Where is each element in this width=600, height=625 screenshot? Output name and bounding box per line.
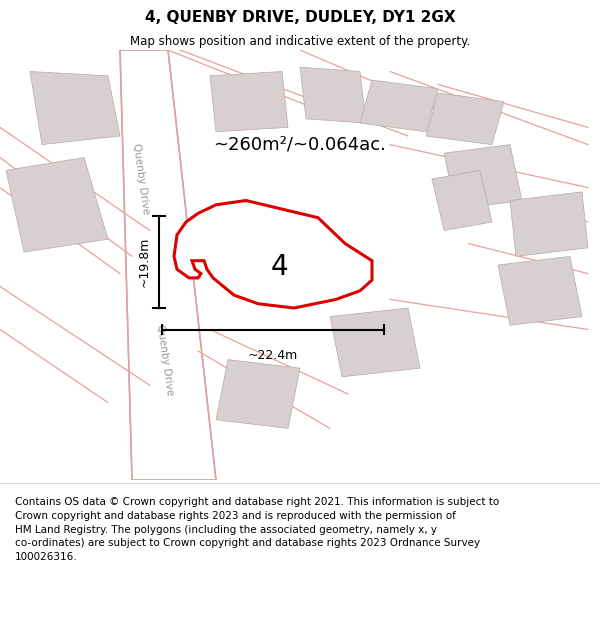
Polygon shape (300, 68, 366, 123)
Text: Map shows position and indicative extent of the property.: Map shows position and indicative extent… (130, 35, 470, 48)
Polygon shape (360, 80, 438, 132)
Text: Quenby Drive: Quenby Drive (131, 142, 151, 215)
Polygon shape (174, 201, 372, 308)
Polygon shape (510, 192, 588, 256)
Polygon shape (432, 171, 492, 231)
Polygon shape (216, 359, 300, 428)
Polygon shape (30, 71, 120, 144)
Polygon shape (210, 71, 288, 132)
Text: ~19.8m: ~19.8m (137, 237, 151, 287)
Text: 4, QUENBY DRIVE, DUDLEY, DY1 2GX: 4, QUENBY DRIVE, DUDLEY, DY1 2GX (145, 10, 455, 25)
Text: 4: 4 (270, 253, 288, 281)
Text: Quenby Drive: Quenby Drive (155, 323, 175, 396)
Text: Contains OS data © Crown copyright and database right 2021. This information is : Contains OS data © Crown copyright and d… (15, 498, 499, 562)
Polygon shape (120, 50, 216, 480)
Text: ~260m²/~0.064ac.: ~260m²/~0.064ac. (214, 136, 386, 154)
Polygon shape (426, 93, 504, 144)
Polygon shape (6, 158, 108, 252)
Polygon shape (444, 144, 522, 209)
Polygon shape (330, 308, 420, 377)
Text: ~22.4m: ~22.4m (248, 349, 298, 362)
Polygon shape (498, 256, 582, 325)
